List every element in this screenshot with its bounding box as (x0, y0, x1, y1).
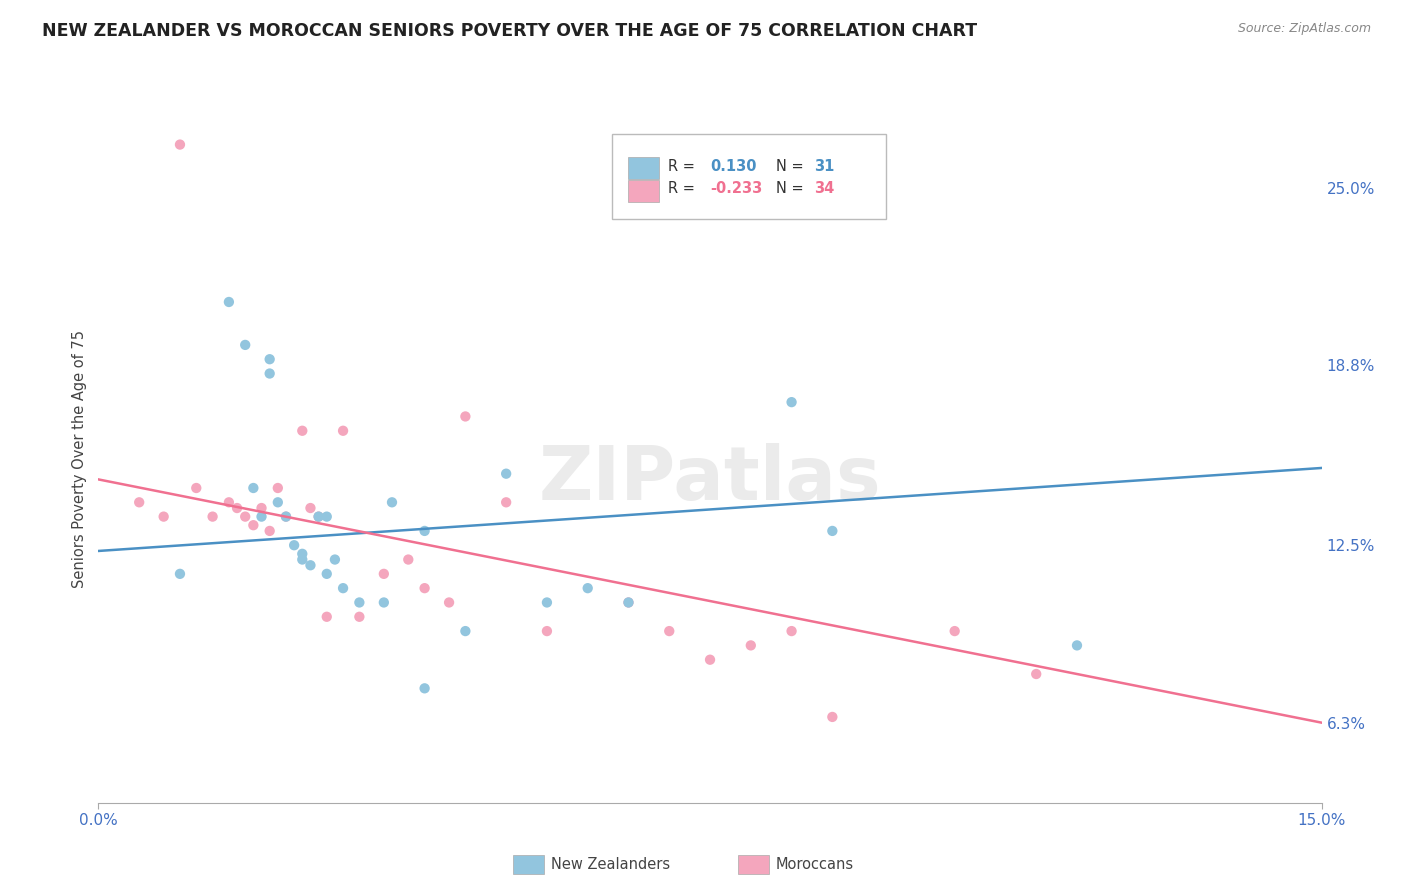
Point (226, 501, 249, 516)
Point (495, 495, 517, 509)
Point (283, 538, 305, 552)
Point (259, 367, 281, 381)
Point (495, 467, 517, 481)
Point (780, 395, 803, 409)
Point (1025, 667, 1047, 681)
Point (242, 518, 264, 533)
Point (658, 624, 681, 639)
Point (413, 524, 436, 538)
Point (454, 409, 477, 424)
Point (267, 481, 290, 495)
Point (291, 424, 314, 438)
Point (332, 581, 354, 595)
Text: New Zealanders: New Zealanders (551, 857, 671, 871)
Text: 34: 34 (814, 181, 834, 196)
Point (943, 624, 966, 639)
Point (332, 424, 354, 438)
Point (274, 509, 297, 524)
Point (267, 495, 290, 509)
Point (291, 547, 314, 561)
Point (315, 566, 337, 581)
Text: 0.130: 0.130 (710, 160, 756, 174)
Point (821, 710, 844, 724)
Y-axis label: Seniors Poverty Over the Age of 75: Seniors Poverty Over the Age of 75 (72, 330, 87, 589)
Point (454, 624, 477, 639)
Point (323, 552, 346, 566)
Point (1066, 639, 1088, 653)
Point (396, 552, 419, 566)
Point (617, 595, 640, 609)
Point (413, 581, 436, 595)
Point (128, 495, 150, 509)
Text: N =: N = (776, 181, 808, 196)
Point (291, 552, 314, 566)
Point (821, 524, 844, 538)
Point (250, 509, 273, 524)
Point (617, 595, 640, 609)
Point (740, 639, 762, 653)
Text: N =: N = (776, 160, 808, 174)
Point (299, 501, 322, 516)
Point (381, 495, 404, 509)
Point (315, 609, 337, 624)
Point (169, 137, 191, 152)
Point (242, 481, 264, 495)
Point (780, 624, 803, 639)
Point (413, 681, 436, 696)
Point (373, 566, 395, 581)
Point (201, 509, 224, 524)
Text: NEW ZEALANDER VS MOROCCAN SENIORS POVERTY OVER THE AGE OF 75 CORRELATION CHART: NEW ZEALANDER VS MOROCCAN SENIORS POVERT… (42, 22, 977, 40)
Text: Source: ZipAtlas.com: Source: ZipAtlas.com (1237, 22, 1371, 36)
Point (218, 295, 240, 310)
Text: R =: R = (668, 160, 699, 174)
Point (349, 609, 371, 624)
Point (250, 501, 273, 516)
Point (152, 509, 174, 524)
Point (218, 495, 240, 509)
Point (308, 509, 330, 524)
Point (437, 595, 460, 609)
Point (373, 595, 395, 609)
Point (315, 509, 337, 524)
Text: 31: 31 (814, 160, 834, 174)
Point (536, 595, 558, 609)
Point (186, 481, 208, 495)
Point (299, 558, 322, 573)
Text: Moroccans: Moroccans (776, 857, 855, 871)
Point (308, 509, 330, 524)
Point (169, 566, 191, 581)
Point (576, 581, 599, 595)
Text: ZIPatlas: ZIPatlas (538, 443, 882, 516)
Point (699, 653, 721, 667)
Point (233, 338, 256, 352)
Point (274, 509, 297, 524)
Point (536, 624, 558, 639)
Point (259, 352, 281, 367)
Point (233, 509, 256, 524)
Text: -0.233: -0.233 (710, 181, 762, 196)
Text: R =: R = (668, 181, 699, 196)
Point (349, 595, 371, 609)
Point (259, 524, 281, 538)
